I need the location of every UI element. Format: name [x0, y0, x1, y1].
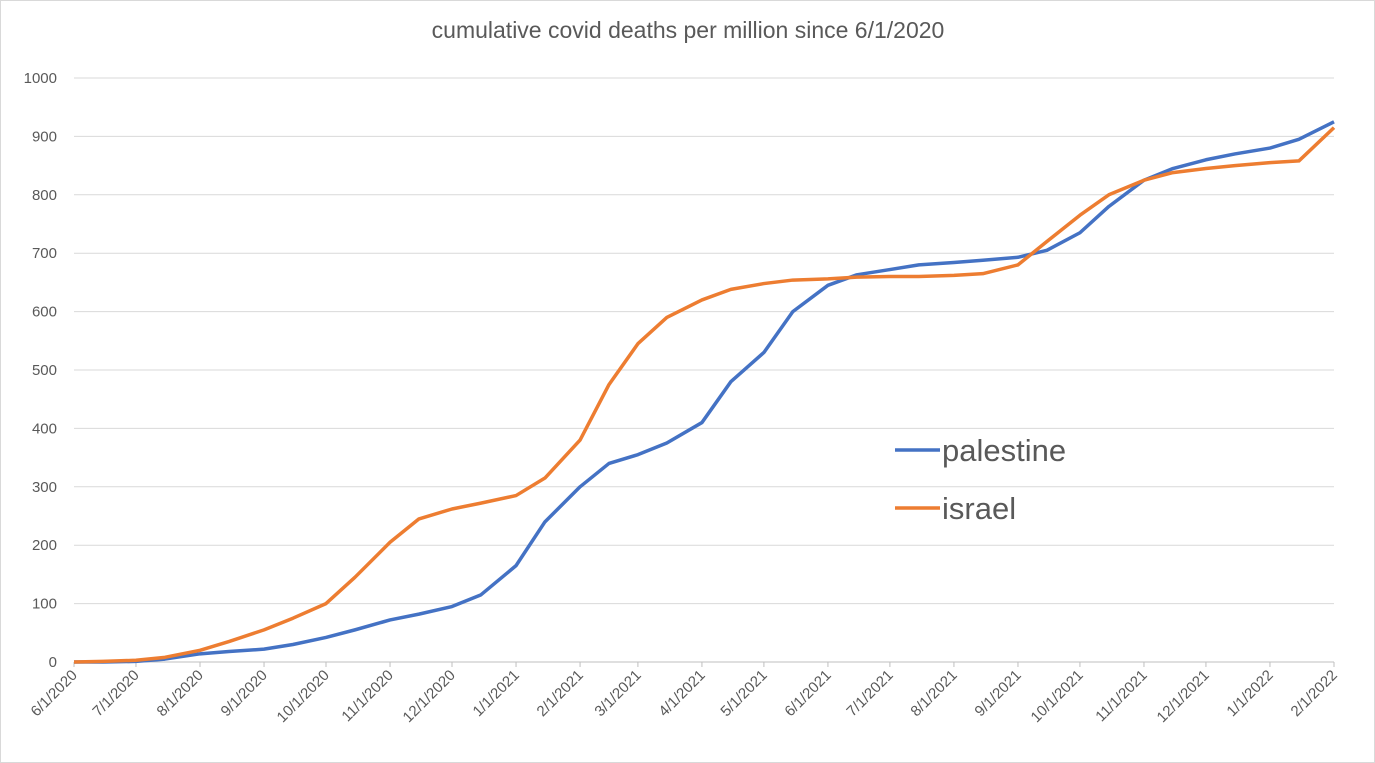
y-tick-label: 400: [32, 420, 57, 437]
y-tick-label: 500: [32, 362, 57, 379]
y-tick-label: 0: [49, 654, 57, 671]
legend-label: palestine: [942, 433, 1066, 468]
y-tick-label: 600: [32, 304, 57, 321]
y-tick-label: 1000: [24, 70, 57, 87]
y-tick-label: 900: [32, 128, 57, 145]
series-line: [73, 126, 1336, 664]
legend-label: israel: [942, 491, 1016, 526]
y-tick-label: 200: [32, 537, 57, 554]
y-tick-label: 800: [32, 187, 57, 204]
y-tick-label: 700: [32, 245, 57, 262]
chart-title: cumulative covid deaths per million sinc…: [432, 17, 945, 43]
y-tick-label: 300: [32, 479, 57, 496]
series-line: [74, 120, 1335, 664]
y-tick-label: 100: [32, 596, 57, 613]
